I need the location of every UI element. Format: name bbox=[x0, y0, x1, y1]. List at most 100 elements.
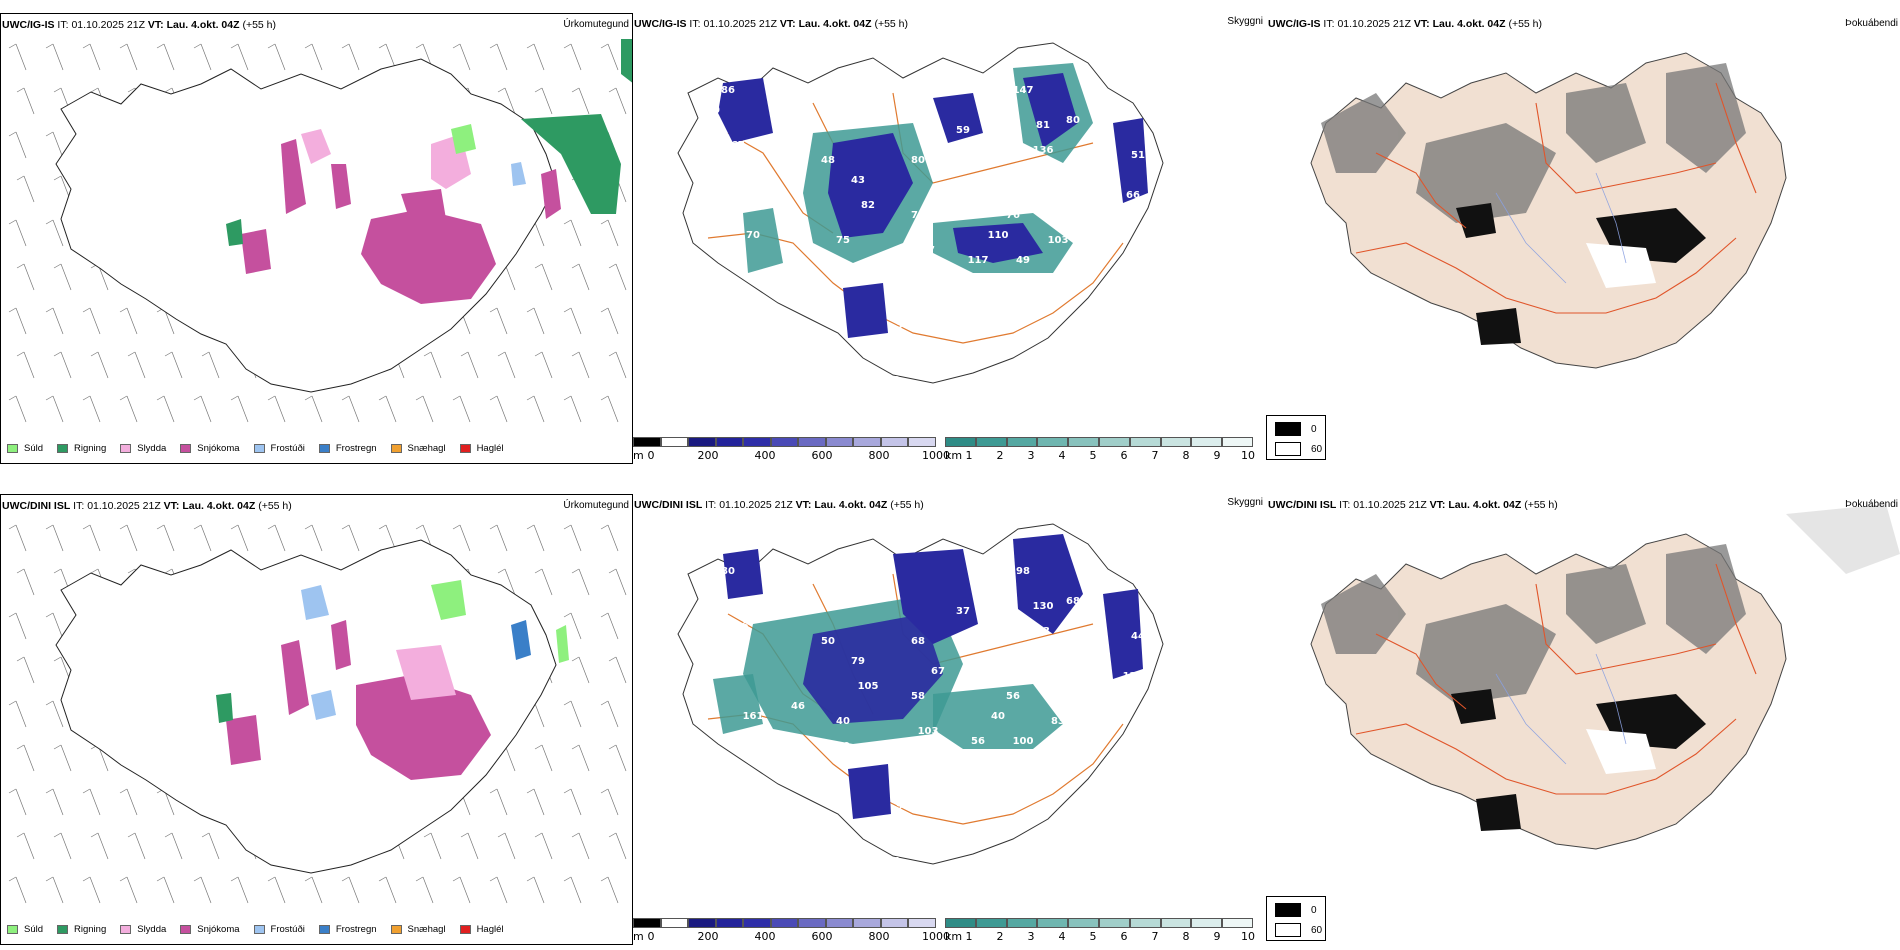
header-it-label: IT: bbox=[1339, 499, 1351, 511]
wind-barb bbox=[45, 219, 64, 247]
visibility-value-label: 98 bbox=[1016, 566, 1030, 577]
header-it-label: IT: bbox=[1323, 18, 1335, 30]
wind-barb bbox=[45, 131, 64, 159]
visibility-value-label: 83 bbox=[1051, 716, 1065, 727]
wind-barb bbox=[267, 395, 286, 423]
header-model: UWC/IG-IS bbox=[2, 19, 55, 31]
wind-barb bbox=[127, 351, 146, 379]
header-it-label: IT: bbox=[73, 500, 85, 512]
precip-legend-item: Frostregn bbox=[318, 924, 377, 935]
wind-barb bbox=[8, 43, 27, 71]
wind-barb bbox=[45, 700, 64, 728]
wind-barb bbox=[497, 568, 516, 596]
visibility-value-label: 99 bbox=[896, 801, 910, 812]
meter-unit-label: m bbox=[633, 449, 644, 462]
wind-barb bbox=[304, 43, 323, 71]
wind-barb bbox=[341, 395, 360, 423]
km-tick-label: 7 bbox=[1151, 930, 1159, 943]
legend-label: Frostúði bbox=[270, 443, 305, 454]
precip-legend-item: Slydda bbox=[120, 443, 166, 454]
visibility-value-label: 117 bbox=[1083, 631, 1104, 642]
wind-barb bbox=[415, 395, 434, 423]
visibility-value-label: 43 bbox=[851, 175, 865, 186]
km-tick-label: 4 bbox=[1058, 449, 1066, 462]
wind-barb bbox=[600, 788, 619, 816]
wind-barb bbox=[526, 395, 545, 423]
wind-barb bbox=[82, 395, 101, 423]
precip-legend-item: Haglél bbox=[459, 924, 504, 935]
visibility-value-label: 61 bbox=[1086, 736, 1100, 747]
wind-barb bbox=[156, 524, 175, 552]
wind-barb bbox=[571, 832, 590, 860]
km-unit-label: km bbox=[945, 930, 963, 943]
header-vt: Lau. 4.okt. 04Z bbox=[798, 18, 872, 30]
visibility-value-label: 120 bbox=[823, 891, 844, 902]
header-it: 01.10.2025 21Z bbox=[703, 18, 777, 30]
km-tick-label: 6 bbox=[1120, 449, 1128, 462]
legend-label: Slydda bbox=[137, 443, 167, 454]
legend-swatch bbox=[7, 925, 18, 934]
legend-label: Frostúði bbox=[270, 924, 305, 935]
colorbar-segment bbox=[633, 918, 661, 928]
colorbar-segment bbox=[798, 918, 826, 928]
wind-barb bbox=[608, 744, 627, 772]
wind-barb bbox=[534, 87, 553, 115]
wind-barb bbox=[534, 832, 553, 860]
header-it: 01.10.2025 21Z bbox=[87, 500, 161, 512]
km-tick-label: 5 bbox=[1089, 930, 1097, 943]
visibility-value-label: 97 bbox=[726, 786, 740, 797]
wind-barb bbox=[16, 263, 35, 291]
wind-barb bbox=[534, 263, 553, 291]
legend-swatch bbox=[180, 444, 192, 453]
colorbar-segment bbox=[1099, 918, 1130, 928]
visibility-value-label: 87 bbox=[801, 751, 815, 762]
legend-label: Frostregn bbox=[335, 924, 377, 935]
legend-swatch bbox=[180, 925, 192, 934]
visibility-value-label: 152 bbox=[853, 891, 874, 902]
legend-swatch bbox=[57, 925, 69, 934]
colorbar-segment bbox=[1037, 437, 1069, 447]
visibility-value-label: 40 bbox=[836, 716, 850, 727]
km-unit-label: km bbox=[945, 449, 963, 462]
wind-barb bbox=[563, 788, 582, 816]
meter-tick-label: 0 bbox=[647, 449, 655, 462]
visibility-value-label: 92 bbox=[746, 846, 760, 857]
header-model: UWC/IG-IS bbox=[634, 18, 687, 30]
wind-barb bbox=[16, 175, 35, 203]
wind-barb bbox=[600, 219, 619, 247]
header-lead: (+55 h) bbox=[874, 18, 909, 30]
wind-barb bbox=[8, 395, 27, 423]
wind-barb bbox=[82, 788, 101, 816]
precip-legend-item: Snæhagl bbox=[390, 924, 446, 935]
header-model: UWC/DINI ISL bbox=[634, 499, 703, 511]
legend-swatch bbox=[1275, 903, 1301, 917]
header-vt-label: VT: bbox=[147, 19, 164, 31]
header-vt: Lau. 4.okt. 04Z bbox=[814, 499, 888, 511]
wind-barb bbox=[156, 876, 175, 904]
wind-barb bbox=[45, 307, 64, 335]
visibility-value-label: 51 bbox=[1131, 150, 1145, 161]
wind-barb bbox=[45, 612, 64, 640]
colorbar-segment bbox=[1160, 437, 1192, 447]
header-lead: (+55 h) bbox=[258, 500, 292, 512]
legend-label: Súld bbox=[24, 924, 44, 935]
visibility-value-label: 55 bbox=[926, 841, 940, 852]
km-tick-label: 1 bbox=[965, 930, 973, 943]
wind-barb bbox=[341, 43, 360, 71]
wind-barb bbox=[8, 876, 27, 904]
visibility-value-label: 54 bbox=[836, 260, 850, 271]
visibility-value-label: 106 bbox=[728, 621, 749, 632]
header-it-label: IT: bbox=[705, 499, 717, 511]
visibility-value-label: 80 bbox=[721, 566, 735, 577]
wind-barb bbox=[8, 307, 27, 335]
wind-barb bbox=[230, 395, 249, 423]
colorbar-segment bbox=[1099, 437, 1130, 447]
meter-tick-label: 0 bbox=[647, 930, 655, 943]
fog-legend-item: 0 bbox=[1275, 903, 1317, 917]
wind-barb bbox=[600, 700, 619, 728]
wind-barb bbox=[127, 832, 146, 860]
wind-barb bbox=[164, 351, 183, 379]
colorbar-segment bbox=[1068, 437, 1099, 447]
visibility-value-label: 125 bbox=[733, 340, 754, 351]
wind-barb bbox=[608, 832, 627, 860]
